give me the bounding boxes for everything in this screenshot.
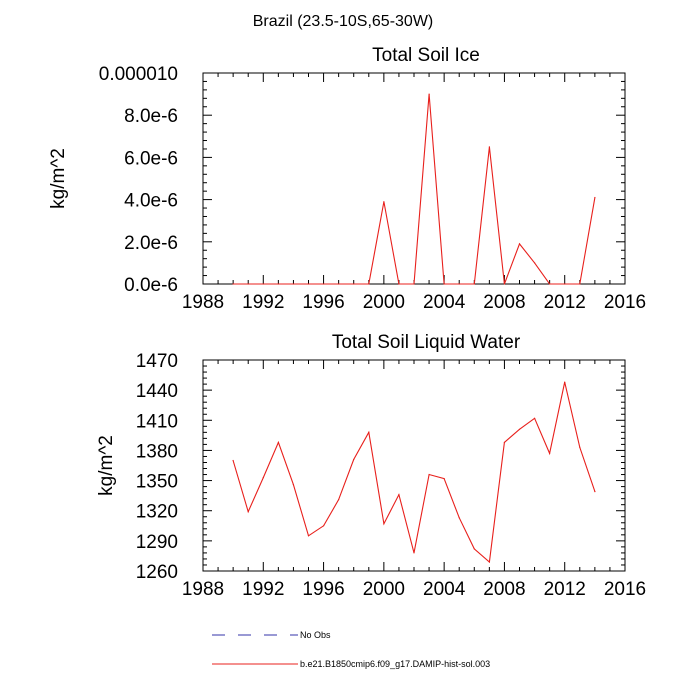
data-point: [323, 525, 325, 527]
data-point: [368, 283, 370, 285]
y-tick-label: 1350: [136, 472, 178, 493]
data-point: [549, 452, 551, 454]
data-point: [488, 146, 490, 148]
y-tick-label: 0.0e-6: [124, 275, 178, 296]
y-tick-label: 0.000010: [99, 64, 178, 85]
panel-1: Total Soil Ice 1988 1992 1996 2000 2004 2008 20…: [48, 45, 646, 313]
y-tick-label: 1380: [136, 441, 178, 462]
data-point: [458, 517, 460, 519]
data-point: [564, 283, 566, 285]
x-tick-label: 2008: [483, 579, 525, 600]
data-point: [579, 283, 581, 285]
y-tick-label: 8.0e-6: [124, 106, 178, 127]
plot-frame: [202, 72, 626, 285]
data-point: [473, 548, 475, 550]
data-point: [353, 283, 355, 285]
y-tick-label: 1290: [136, 532, 178, 553]
data-point: [307, 283, 310, 285]
x-tick-label: 1996: [302, 292, 344, 313]
data-point: [247, 511, 249, 513]
data-point: [503, 441, 505, 443]
data-point: [428, 473, 430, 476]
data-point: [518, 428, 521, 430]
y-tick-label: 1440: [136, 381, 178, 402]
legend-label: No Obs: [300, 630, 331, 640]
data-point: [353, 458, 355, 461]
data-point: [534, 262, 536, 264]
data-point: [262, 283, 264, 285]
x-tick-label: 1996: [302, 579, 344, 600]
plot-frame: [202, 359, 626, 572]
data-point: [518, 243, 521, 245]
data-point: [594, 491, 596, 493]
data-point: [398, 283, 400, 285]
data-point: [428, 93, 430, 95]
x-tick-label: 2000: [363, 579, 405, 600]
data-point: [232, 459, 234, 462]
data-point: [413, 283, 415, 285]
y-tick-label: 2.0e-6: [124, 233, 178, 254]
data-point: [307, 535, 310, 537]
data-point: [338, 499, 340, 501]
data-point: [564, 381, 566, 383]
x-tick-label: 2016: [604, 579, 646, 600]
data-point: [368, 431, 370, 433]
data-point: [488, 561, 490, 563]
data-point: [443, 283, 445, 285]
data-point: [292, 283, 294, 285]
data-point: [277, 283, 279, 285]
figure-suptitle: Brazil (23.5-10S,65-30W): [253, 13, 434, 30]
data-point: [473, 283, 475, 285]
x-tick-label: 2000: [363, 292, 405, 313]
data-point: [443, 478, 445, 480]
legend: No Obs b.e21.B1850cmip6.f09_g17.DAMIP-his…: [212, 630, 490, 669]
x-tick-label: 1988: [182, 292, 224, 313]
x-tick-label: 2004: [423, 292, 466, 313]
panel-2: Total Soil Liquid Water 1988 1992 1996 2000 2…: [96, 332, 646, 600]
data-point: [292, 484, 294, 486]
panel-title: Total Soil Liquid Water: [332, 332, 521, 353]
data-point: [232, 283, 234, 285]
x-tick-label: 1988: [182, 579, 224, 600]
y-tick-label: 1410: [136, 411, 178, 432]
y-tick-label: 1320: [136, 502, 178, 523]
series-line: [232, 381, 596, 564]
x-tick-label: 2012: [544, 579, 586, 600]
data-point: [594, 196, 596, 199]
x-tick-label: 1992: [242, 579, 284, 600]
data-point: [247, 283, 249, 285]
data-point: [458, 283, 460, 285]
y-axis-label: kg/m^2: [48, 148, 69, 209]
data-point: [383, 201, 385, 203]
data-point: [323, 283, 325, 285]
data-point: [503, 283, 505, 285]
x-tick-label: 2008: [483, 292, 525, 313]
x-tick-label: 2004: [423, 579, 466, 600]
y-tick-label: 1260: [136, 562, 178, 583]
data-point: [534, 417, 536, 419]
x-tick-label: 2012: [544, 292, 586, 313]
data-point: [413, 552, 415, 554]
data-point: [579, 446, 581, 448]
data-point: [338, 283, 340, 285]
legend-label: b.e21.B1850cmip6.f09_g17.DAMIP-hist-sol.…: [300, 659, 490, 669]
y-tick-label: 1470: [136, 351, 178, 372]
panel-title: Total Soil Ice: [372, 45, 480, 66]
x-tick-label: 1992: [242, 292, 284, 313]
series-line: [233, 94, 596, 285]
data-point: [262, 477, 264, 479]
y-tick-label: 6.0e-6: [124, 148, 178, 169]
data-point: [398, 494, 400, 496]
x-tick-label: 2016: [604, 292, 646, 313]
data-point: [549, 283, 551, 285]
data-point: [383, 523, 385, 525]
y-tick-label: 4.0e-6: [124, 191, 178, 212]
data-point: [277, 441, 279, 443]
y-axis-label: kg/m^2: [96, 435, 117, 496]
